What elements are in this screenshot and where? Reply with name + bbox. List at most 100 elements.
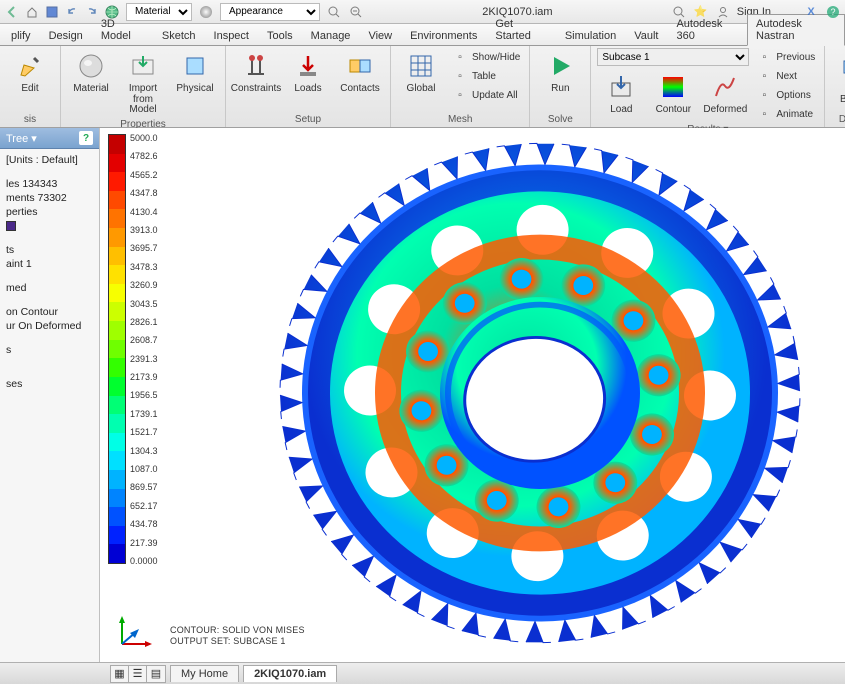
ribbon-btn-physical[interactable]: Physical (171, 48, 219, 97)
tree-item[interactable]: [Units : Default] (6, 153, 97, 167)
tree-item[interactable] (6, 219, 97, 233)
legend-segment (109, 265, 125, 284)
tree-item[interactable]: ments 73302 (6, 191, 97, 205)
nav-back-icon[interactable] (4, 4, 20, 20)
tree-item[interactable]: aint 1 (6, 257, 97, 271)
material-picker-icon[interactable] (198, 4, 214, 20)
appearance-dropdown[interactable]: Appearance (220, 3, 320, 21)
tree-item[interactable] (6, 333, 97, 343)
legend-value: 2608.7 (130, 336, 158, 345)
ribbon-tab-simulation[interactable]: Simulation (556, 26, 625, 45)
ribbon-tab-3d-model[interactable]: 3D Model (92, 14, 153, 45)
tree-item[interactable]: ts (6, 243, 97, 257)
ribbon-small-animate[interactable]: ▫Animate (753, 105, 818, 123)
legend-segment (109, 489, 125, 508)
tree-item[interactable]: ur On Deformed (6, 319, 97, 333)
tree-item[interactable]: ses (6, 377, 97, 391)
tab-my-home[interactable]: My Home (170, 665, 239, 682)
ribbon-btn-global[interactable]: Global (397, 48, 445, 97)
ribbon-btn-import-from-model[interactable]: Import fromModel (119, 48, 167, 118)
ribbon-tab-plify[interactable]: plify (2, 26, 40, 45)
ribbon-tab-manage[interactable]: Manage (302, 26, 360, 45)
tree-item[interactable] (6, 167, 97, 177)
legend-value: 652.17 (130, 502, 158, 511)
doc-view-3-icon[interactable]: ▤ (147, 666, 165, 682)
globe-icon[interactable] (104, 4, 120, 20)
ribbon-tab-tools[interactable]: Tools (258, 26, 302, 45)
ribbon-btn-all-bodies[interactable]: AllBodies (831, 48, 845, 107)
ribbon-btn-run[interactable]: Run (536, 48, 584, 97)
legend-value: 1739.1 (130, 410, 158, 419)
tab-file[interactable]: 2KIQ1070.iam (243, 665, 337, 682)
ribbon-group-label: Setup (232, 113, 384, 125)
exchange-icon[interactable]: X (803, 4, 819, 20)
ribbon-tab-strip: plifyDesign3D ModelSketchInspectToolsMan… (0, 24, 845, 46)
tree-item[interactable] (6, 233, 97, 243)
ribbon-group-label: Display (831, 113, 845, 125)
legend-value: 1956.5 (130, 391, 158, 400)
axis-triad-icon[interactable] (114, 612, 154, 652)
legend-segment (109, 396, 125, 415)
ribbon-tab-sketch[interactable]: Sketch (153, 26, 205, 45)
tree-item[interactable]: s (6, 343, 97, 357)
doc-view-1-icon[interactable]: ▦ (111, 666, 129, 682)
ribbon-btn-constraints[interactable]: Constraints (232, 48, 280, 97)
viewport-caption: CONTOUR: SOLID VON MISES OUTPUT SET: SUB… (170, 625, 305, 646)
tree-help-icon[interactable]: ? (79, 131, 93, 145)
tree-item[interactable] (6, 271, 97, 281)
ribbon-btn-edit[interactable]: Edit (6, 48, 54, 97)
legend-value: 3043.5 (130, 300, 158, 309)
legend-segment (109, 433, 125, 452)
legend-value: 3695.7 (130, 244, 158, 253)
tree-item[interactable] (6, 295, 97, 305)
search-icon[interactable] (671, 4, 687, 20)
ribbon-group-display: AllBodies Display (825, 46, 845, 127)
tree-item[interactable]: perties (6, 205, 97, 219)
ribbon-tab-view[interactable]: View (359, 26, 401, 45)
tree-item[interactable]: med (6, 281, 97, 295)
tree-body[interactable]: [Units : Default] les 134343ments 73302pe… (0, 149, 99, 662)
ribbon-small-update-all[interactable]: ▫Update All (449, 86, 523, 104)
ribbon-btn-loads[interactable]: Loads (284, 48, 332, 97)
legend-value: 3913.0 (130, 226, 158, 235)
tree-item[interactable]: on Contour (6, 305, 97, 319)
home-icon[interactable] (24, 4, 40, 20)
legend-value: 4782.6 (130, 152, 158, 161)
undo-icon[interactable] (64, 4, 80, 20)
ribbon-btn-contacts[interactable]: Contacts (336, 48, 384, 97)
star-icon[interactable]: ⭐ (693, 4, 709, 20)
ribbon-btn-deformed[interactable]: Deformed (701, 69, 749, 118)
ribbon-small-table[interactable]: ▫Table (449, 67, 523, 85)
viewport-3d[interactable]: 5000.04782.64565.24347.84130.43913.03695… (100, 128, 845, 662)
document-tab-bar: ▦ ☰ ▤ My Home 2KIQ1070.iam (0, 662, 845, 684)
ribbon-small-previous[interactable]: ▫Previous (753, 48, 818, 66)
ribbon-tab-design[interactable]: Design (40, 26, 92, 45)
zoom-in-icon[interactable] (326, 4, 342, 20)
ribbon-group-properties: MaterialImport fromModelPhysicalProperti… (61, 46, 226, 127)
ribbon-btn-contour[interactable]: Contour (649, 69, 697, 118)
user-icon[interactable] (715, 4, 731, 20)
doc-view-2-icon[interactable]: ☰ (129, 666, 147, 682)
ribbon-btn-load[interactable]: Load (597, 69, 645, 118)
caption-line-2: OUTPUT SET: SUBCASE 1 (170, 636, 305, 646)
save-icon[interactable] (44, 4, 60, 20)
ribbon-tab-inspect[interactable]: Inspect (205, 26, 258, 45)
legend-segment (109, 209, 125, 228)
help-icon[interactable]: ? (825, 4, 841, 20)
tree-item[interactable]: les 134343 (6, 177, 97, 191)
ribbon-tab-vault[interactable]: Vault (625, 26, 667, 45)
ribbon-group-label: sis (6, 113, 54, 125)
ribbon-btn-material[interactable]: Material (67, 48, 115, 97)
tree-panel-header[interactable]: Tree ▾ ? (0, 128, 99, 149)
ribbon-tab-get-started[interactable]: Get Started (486, 14, 555, 45)
ribbon-tab-environments[interactable]: Environments (401, 26, 486, 45)
doc-tab-buttons: ▦ ☰ ▤ (110, 665, 166, 683)
ribbon-small-show-hide[interactable]: ▫Show/Hide (449, 48, 523, 66)
redo-icon[interactable] (84, 4, 100, 20)
ribbon-small-next[interactable]: ▫Next (753, 67, 818, 85)
tree-item[interactable] (6, 357, 97, 367)
zoom-out-icon[interactable] (348, 4, 364, 20)
tree-item[interactable] (6, 367, 97, 377)
ribbon-small-options[interactable]: ▫Options (753, 86, 818, 104)
results-subcase-dropdown[interactable]: Subcase 1 (597, 48, 749, 66)
